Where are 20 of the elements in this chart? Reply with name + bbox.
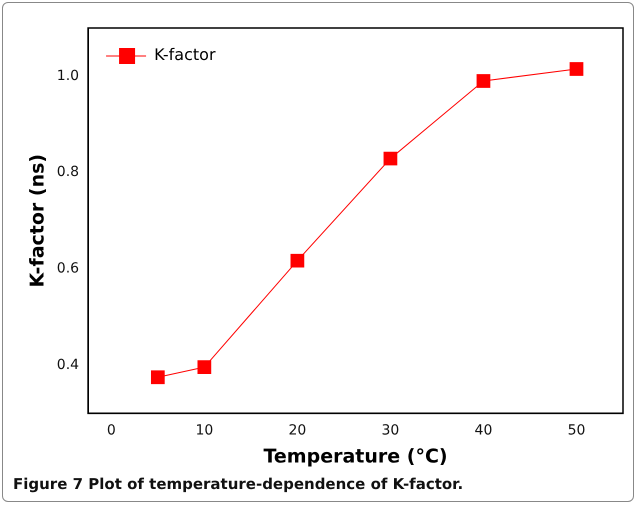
y-axis-title: K-factor (ns) <box>26 154 48 288</box>
y-tick-label: 0.4 <box>56 356 80 373</box>
y-tick-label: 0.6 <box>56 260 80 277</box>
point <box>290 254 304 268</box>
x-axis-title: Temperature (°C) <box>263 446 448 468</box>
point <box>384 152 398 166</box>
y-tick-label: 1.0 <box>56 68 80 84</box>
point <box>476 74 490 88</box>
legend-label: K-factor <box>154 45 216 64</box>
point <box>570 62 584 76</box>
x-tick-label: 20 <box>288 422 306 438</box>
x-tick-label: 10 <box>195 422 214 438</box>
x-tick-label: 0 <box>106 422 116 438</box>
y-tick-label: 0.8 <box>56 164 80 180</box>
point <box>150 370 165 384</box>
x-tick-label: 40 <box>474 422 492 438</box>
x-tick-label: 50 <box>568 422 586 438</box>
x-tick-label: 30 <box>382 422 400 438</box>
caption: Figure 7 Plot of temperature-dependence of K-factor. <box>13 475 464 493</box>
point <box>197 360 212 374</box>
